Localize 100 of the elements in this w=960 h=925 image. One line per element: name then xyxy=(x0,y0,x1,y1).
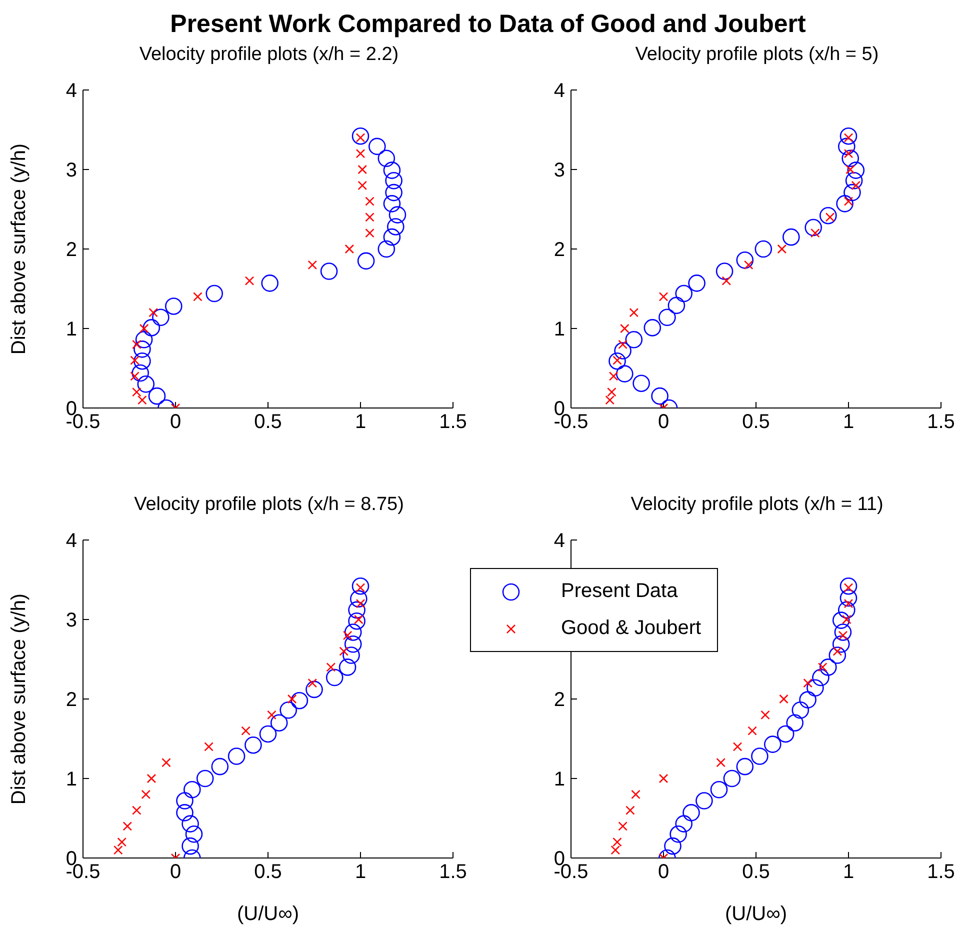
point xyxy=(383,195,401,212)
x-tick-label: 0 xyxy=(658,861,670,884)
point xyxy=(383,228,401,246)
point xyxy=(732,742,742,752)
point xyxy=(270,714,288,732)
y-tick-label: 1 xyxy=(554,318,565,341)
point xyxy=(267,710,276,720)
point xyxy=(130,372,140,381)
point xyxy=(148,387,166,405)
point xyxy=(836,195,854,212)
x-tick-label: 0.5 xyxy=(254,411,282,434)
y-tick-label: 1 xyxy=(554,768,565,791)
point xyxy=(306,680,323,698)
point xyxy=(736,251,754,269)
point xyxy=(842,150,859,168)
point xyxy=(820,658,837,676)
point xyxy=(832,612,850,629)
x-tick-label: 1.5 xyxy=(927,411,955,434)
point xyxy=(812,668,830,686)
point xyxy=(388,206,406,224)
point xyxy=(764,736,782,753)
point xyxy=(142,319,160,336)
point xyxy=(610,845,620,855)
point xyxy=(799,691,816,708)
point xyxy=(818,662,828,672)
point xyxy=(211,758,229,776)
point xyxy=(344,624,362,641)
point xyxy=(132,340,142,350)
point xyxy=(132,387,142,397)
point xyxy=(287,694,297,704)
point xyxy=(184,780,201,798)
point xyxy=(259,725,277,743)
legend-label: Present Data xyxy=(561,580,678,603)
y-tick-label: 3 xyxy=(66,160,77,182)
x-tick-label: 1.5 xyxy=(439,861,467,884)
point xyxy=(632,374,650,392)
point xyxy=(280,701,297,719)
x-axis-title: (U/U∞) xyxy=(724,903,788,925)
point xyxy=(365,212,374,222)
point xyxy=(810,228,820,238)
point xyxy=(688,274,706,292)
point xyxy=(344,635,362,653)
point xyxy=(348,601,366,619)
point xyxy=(365,228,374,238)
y-axis-title: Dist above surface (y/h) xyxy=(8,143,30,355)
point xyxy=(326,668,344,686)
point xyxy=(751,748,768,765)
point xyxy=(840,127,858,145)
point xyxy=(723,770,741,788)
point xyxy=(670,826,687,843)
y-tick-label: 2 xyxy=(554,239,565,262)
point xyxy=(244,276,254,286)
point xyxy=(137,376,155,393)
chart-subtitle: Velocity profile plots (x/h = 2.2) xyxy=(138,44,400,66)
chart-subtitle: Velocity profile plots (x/h = 8.75) xyxy=(133,494,405,516)
point xyxy=(847,162,865,179)
point xyxy=(658,292,668,302)
point xyxy=(760,710,770,720)
y-tick-label: 1 xyxy=(66,318,77,341)
point xyxy=(134,352,151,370)
point xyxy=(241,726,250,736)
point xyxy=(605,395,614,405)
point xyxy=(385,184,402,202)
x-tick-label: 0.5 xyxy=(742,411,770,434)
point xyxy=(675,815,692,832)
point xyxy=(261,274,278,292)
point xyxy=(152,308,170,326)
point xyxy=(358,164,367,174)
point xyxy=(842,614,852,624)
point xyxy=(629,308,639,318)
point xyxy=(339,646,348,656)
point xyxy=(308,678,318,688)
point xyxy=(135,330,153,348)
point xyxy=(185,826,203,843)
point xyxy=(614,342,632,360)
point xyxy=(146,774,156,784)
point xyxy=(132,806,142,815)
point xyxy=(776,725,794,743)
point xyxy=(626,806,635,815)
point xyxy=(710,780,728,798)
point xyxy=(378,150,396,168)
point xyxy=(804,218,822,236)
point xyxy=(716,758,726,768)
point xyxy=(165,298,182,315)
x-tick-label: 1 xyxy=(842,861,854,884)
point xyxy=(782,228,800,246)
point xyxy=(722,276,732,286)
point xyxy=(342,630,352,640)
point xyxy=(352,577,370,595)
x-tick-label: 1 xyxy=(842,411,854,434)
point xyxy=(114,845,123,855)
point xyxy=(625,330,643,348)
point xyxy=(350,590,368,608)
point xyxy=(820,206,837,224)
y-tick-label: 3 xyxy=(66,610,77,632)
point xyxy=(838,601,856,619)
x-tick-label: 0 xyxy=(658,411,670,434)
chart-subtitle: Velocity profile plots (x/h = 5) xyxy=(634,44,880,66)
point xyxy=(385,172,402,190)
point xyxy=(132,364,149,382)
